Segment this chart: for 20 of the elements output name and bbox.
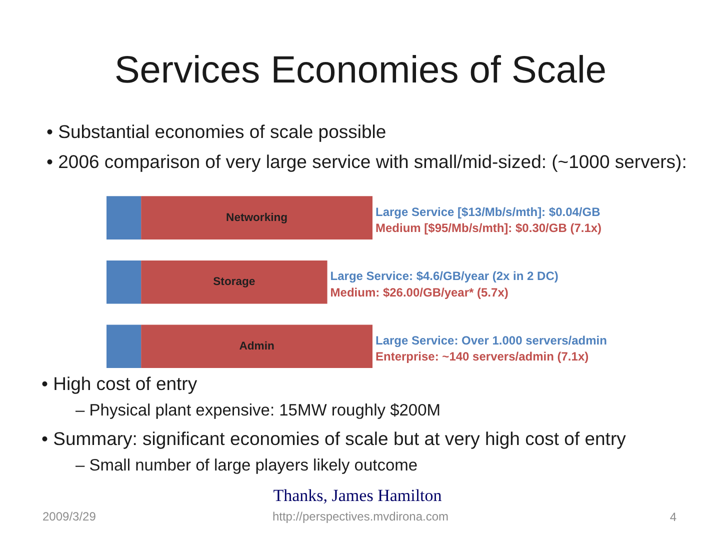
annotation: Large Service: $4.6/GB/year (2x in 2 DC)	[330, 269, 558, 284]
chart-title: Services Economies of Scale	[114, 50, 607, 92]
text: – Small number of large players likely outcome	[76, 456, 418, 474]
text: Thanks, James Hamilton	[273, 486, 442, 505]
text: – Physical plant expensive: 15MW roughly $200M	[76, 402, 441, 420]
text: • 2006 comparison of very large service with small/mid-sized: (~1000 servers):	[46, 151, 687, 172]
y-tick-label: Storage	[213, 276, 256, 288]
text: Medium [$95/Mb/s/mth]: $0.30/GB (7.1x)	[376, 221, 602, 236]
text: Large Service: Over 1.000 servers/admin	[376, 333, 607, 348]
text: http://perspectives.mvdirona.com	[272, 510, 449, 524]
text: 2009/3/29	[42, 510, 96, 524]
y-tick-label: Admin	[239, 340, 274, 352]
text: Enterprise: ~140 servers/admin (7.1x)	[376, 350, 589, 364]
annotation: • High cost of entry	[42, 373, 198, 394]
text: Large Service [$13/Mb/s/mth]: $0.04/GB	[376, 204, 601, 219]
y-tick-label: Networking	[226, 212, 288, 224]
annotation: Medium: $26.00/GB/year* (5.7x)	[330, 285, 508, 300]
text: • Summary: significant economies of scale but at very high cost of entry	[42, 428, 627, 449]
text: • Substantial economies of scale possible	[46, 121, 386, 142]
text: 4	[670, 510, 677, 524]
